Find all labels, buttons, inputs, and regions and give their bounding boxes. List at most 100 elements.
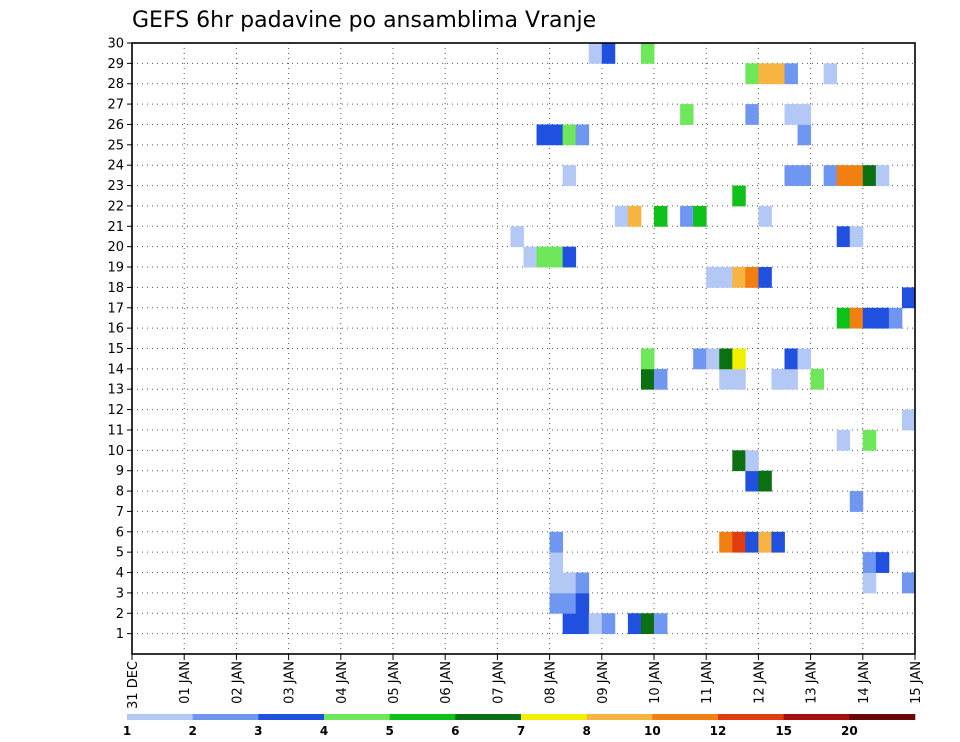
data-cell bbox=[693, 348, 707, 370]
y-tick-label: 24 bbox=[107, 159, 124, 174]
x-tick-label: 01 JAN bbox=[178, 661, 193, 704]
data-cell bbox=[758, 63, 772, 85]
x-tick-label: 07 JAN bbox=[491, 661, 506, 704]
data-cell bbox=[562, 165, 577, 186]
y-tick-label: 14 bbox=[107, 362, 124, 377]
y-tick-label: 17 bbox=[107, 301, 124, 316]
x-tick-label: 02 JAN bbox=[230, 661, 245, 704]
data-cells bbox=[510, 43, 916, 635]
data-cell bbox=[588, 43, 603, 64]
data-cell bbox=[875, 165, 890, 186]
data-cell bbox=[549, 246, 564, 268]
colorbar-swatch bbox=[389, 714, 456, 720]
data-cell bbox=[719, 348, 733, 370]
colorbar-swatch bbox=[586, 714, 653, 720]
colorbar-swatch bbox=[192, 714, 259, 720]
y-tick-label: 29 bbox=[107, 57, 124, 72]
data-cell bbox=[849, 491, 864, 512]
x-tick-label: 15 JAN bbox=[909, 661, 924, 704]
data-cell bbox=[849, 165, 864, 186]
colorbar-label: 10 bbox=[644, 724, 661, 738]
y-tick-label: 19 bbox=[107, 261, 124, 276]
data-cell bbox=[784, 63, 798, 85]
data-cell bbox=[771, 63, 785, 85]
colorbar-swatch bbox=[521, 714, 587, 720]
data-cell bbox=[862, 429, 877, 451]
data-cell bbox=[719, 368, 733, 390]
data-cell bbox=[784, 368, 798, 390]
y-tick-label: 26 bbox=[107, 118, 124, 133]
data-cell bbox=[549, 552, 564, 573]
data-cell bbox=[575, 613, 590, 635]
data-cell bbox=[640, 43, 655, 64]
data-cell bbox=[575, 572, 590, 594]
data-cell bbox=[849, 307, 864, 329]
data-cell bbox=[549, 572, 564, 594]
data-cell bbox=[732, 267, 746, 288]
data-cell bbox=[640, 368, 655, 390]
y-tick-label: 1 bbox=[116, 627, 124, 642]
data-cell bbox=[601, 43, 616, 64]
chart-title: GEFS 6hr padavine po ansamblima Vranje bbox=[132, 8, 596, 33]
data-cell bbox=[797, 124, 811, 146]
data-cell bbox=[836, 429, 851, 451]
data-cell bbox=[654, 613, 668, 635]
data-cell bbox=[654, 368, 668, 390]
data-cell bbox=[758, 470, 772, 492]
x-tick-label: 05 JAN bbox=[387, 661, 402, 704]
colorbar-label: 8 bbox=[582, 724, 590, 738]
y-tick-label: 2 bbox=[116, 607, 124, 622]
data-cell bbox=[836, 165, 851, 186]
x-axis-ticks: 31 DEC 01 JAN 02 JAN 03 JAN 04 JAN 05 JAN 06 J… bbox=[126, 654, 924, 709]
y-tick-label: 21 bbox=[107, 220, 124, 235]
data-cell bbox=[562, 592, 577, 614]
data-cell bbox=[797, 348, 811, 370]
data-cell bbox=[719, 267, 733, 288]
x-tick-label: 13 JAN bbox=[805, 661, 820, 704]
y-tick-label: 4 bbox=[116, 566, 124, 581]
colorbar-swatch bbox=[652, 714, 719, 720]
data-cell bbox=[784, 165, 798, 186]
x-tick-label: 04 JAN bbox=[335, 661, 350, 704]
colorbar-swatch bbox=[849, 714, 916, 720]
data-cell bbox=[862, 572, 877, 594]
data-cell bbox=[627, 613, 642, 635]
grid-lines bbox=[132, 43, 915, 654]
colorbar-label: 12 bbox=[710, 724, 727, 738]
colorbar-label: 4 bbox=[320, 724, 328, 738]
colorbar-swatch bbox=[783, 714, 850, 720]
y-tick-label: 13 bbox=[107, 383, 124, 398]
colorbar-label: 15 bbox=[775, 724, 792, 738]
data-cell bbox=[797, 104, 811, 125]
data-cell bbox=[575, 124, 590, 146]
colorbar-label: 1 bbox=[123, 724, 131, 738]
data-cell bbox=[745, 267, 759, 288]
y-tick-label: 11 bbox=[107, 423, 124, 438]
y-tick-label: 15 bbox=[107, 342, 124, 357]
data-cell bbox=[510, 226, 524, 248]
y-tick-label: 10 bbox=[107, 444, 124, 459]
data-cell bbox=[562, 124, 577, 146]
y-axis-ticks: 1234567891011121314151617181920212223242… bbox=[107, 37, 132, 642]
data-cell bbox=[758, 531, 772, 553]
data-cell bbox=[614, 205, 629, 227]
data-cell bbox=[745, 531, 759, 553]
data-cell bbox=[654, 205, 668, 227]
data-cell bbox=[549, 531, 564, 553]
colorbar-label: 20 bbox=[841, 724, 858, 738]
data-cell bbox=[732, 368, 746, 390]
data-cell bbox=[745, 104, 759, 125]
data-cell bbox=[693, 205, 707, 227]
y-tick-label: 8 bbox=[116, 485, 124, 500]
y-tick-label: 7 bbox=[116, 505, 124, 520]
data-cell bbox=[888, 307, 903, 329]
data-cell bbox=[875, 552, 890, 573]
colorbar-label: 3 bbox=[254, 724, 262, 738]
data-cell bbox=[745, 63, 759, 85]
data-cell bbox=[732, 531, 746, 553]
data-cell bbox=[601, 613, 616, 635]
colorbar-swatch bbox=[258, 714, 325, 720]
y-tick-label: 20 bbox=[107, 240, 124, 255]
colorbar-swatch bbox=[324, 714, 390, 720]
